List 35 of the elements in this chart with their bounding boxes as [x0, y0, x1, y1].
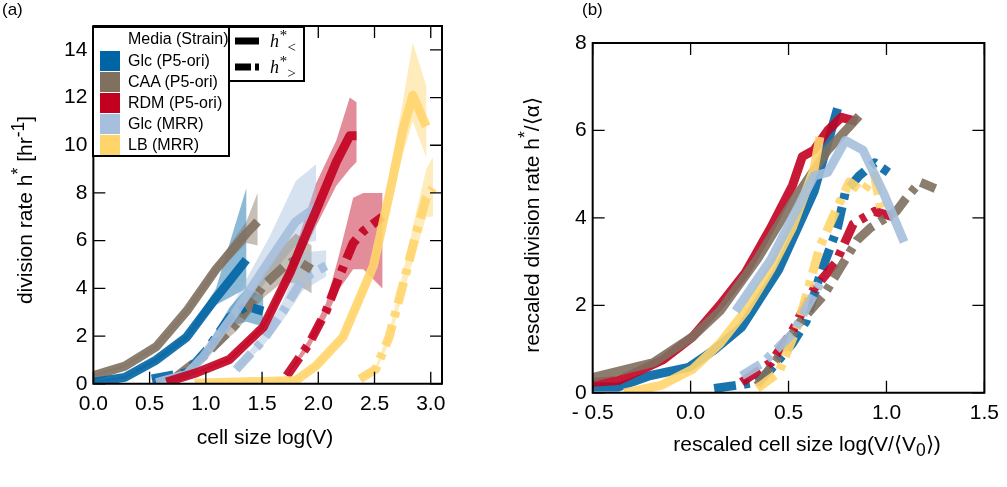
x-tick-label: 0.0: [676, 400, 706, 424]
y-tick-label: 2: [574, 292, 587, 316]
x-tick-label: 2.5: [359, 391, 390, 415]
y-tick-label: 4: [75, 275, 88, 299]
x-tick-label: 2.0: [303, 391, 333, 415]
y-tick-label: 4: [574, 204, 587, 228]
x-tick-label: 0.0: [78, 391, 108, 415]
chart-title: (b): [582, 0, 603, 20]
x-tick-label: 3.0: [416, 391, 446, 415]
legend-label: LB (MRR): [128, 135, 200, 154]
y-tick-label: 10: [64, 132, 88, 156]
y-tick-label: 6: [574, 117, 587, 141]
x-tick-label: 1.5: [969, 400, 1000, 424]
x-tick-label: 1.0: [871, 400, 902, 424]
x-tick-label: 0.5: [773, 400, 804, 424]
y-tick-label: 2: [75, 322, 88, 346]
y-tick-label: 8: [574, 29, 587, 53]
y-tick-label: 6: [75, 227, 88, 251]
x-axis-title: cell size log(V): [196, 425, 334, 449]
x-tick-label: 1.5: [247, 391, 277, 415]
legend-label: Glc (P5-ori): [128, 51, 210, 70]
y-tick-label: 0: [75, 370, 88, 394]
x-tick-label: 0.5: [134, 391, 165, 415]
legend-label: CAA (P5-ori): [128, 72, 218, 91]
legend-label: Glc (MRR): [128, 114, 204, 133]
x-axis-title: rescaled cell size log(V/⟨V$_{0}$⟩): [673, 432, 941, 462]
y-tick-label: 8: [75, 179, 88, 203]
y-tick-label: 12: [64, 84, 88, 108]
x-tick-label: 1.0: [191, 391, 221, 415]
y-tick-label: 14: [64, 36, 88, 60]
y-tick-label: 0: [574, 379, 587, 403]
legend-title: Media (Strain): [127, 29, 229, 49]
x-tick-label: - 0.5: [571, 400, 614, 424]
chart-title: (a): [2, 0, 23, 20]
legend-label: RDM (P5-ori): [128, 93, 223, 112]
